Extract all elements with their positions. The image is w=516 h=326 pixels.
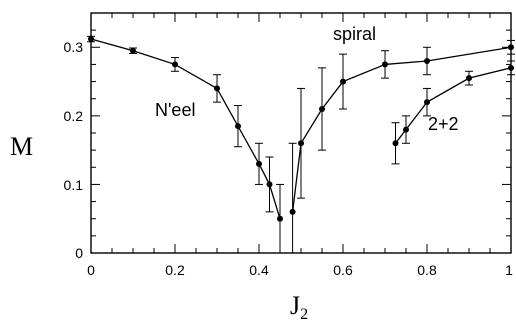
- data-point: [319, 106, 325, 112]
- tick-layer: [90, 12, 512, 254]
- x-tick-label: 0.6: [333, 262, 353, 278]
- y-tick-label: 0: [75, 245, 83, 261]
- data-point: [403, 126, 409, 133]
- y-axis-title: M: [10, 132, 33, 161]
- x-tick-label: 0.8: [417, 262, 437, 278]
- spiral-label: spiral: [333, 24, 376, 44]
- y-tick-label: 0.3: [64, 39, 84, 55]
- series-line: [90, 38, 281, 219]
- x-tick-label: 0.2: [165, 262, 185, 278]
- y-tick-label: 0.1: [64, 177, 84, 193]
- two-plus-two-label: 2+2: [428, 114, 459, 134]
- data-point: [277, 215, 283, 222]
- data-point: [214, 85, 220, 92]
- data-point: [424, 58, 430, 64]
- x-tick-label: 0: [87, 262, 95, 278]
- y-tick-label: 0.2: [64, 108, 84, 124]
- data-point: [235, 123, 241, 130]
- x-tick-label: 0.4: [249, 262, 269, 278]
- data-point: [424, 99, 430, 106]
- data-point: [466, 75, 472, 82]
- data-point: [298, 140, 304, 147]
- data-point: [256, 160, 262, 167]
- series-line: [291, 46, 512, 212]
- data-point: [266, 181, 273, 188]
- data-point: [340, 78, 346, 85]
- series-layer: [87, 35, 515, 253]
- x-axis-title: J2: [290, 291, 308, 323]
- x-tick-label: 1: [505, 262, 513, 278]
- data-point: [392, 140, 399, 147]
- data-point: [382, 61, 388, 68]
- data-point: [130, 47, 136, 54]
- data-point: [172, 61, 178, 68]
- neel-label: N'eel: [155, 100, 195, 120]
- data-point: [289, 208, 296, 215]
